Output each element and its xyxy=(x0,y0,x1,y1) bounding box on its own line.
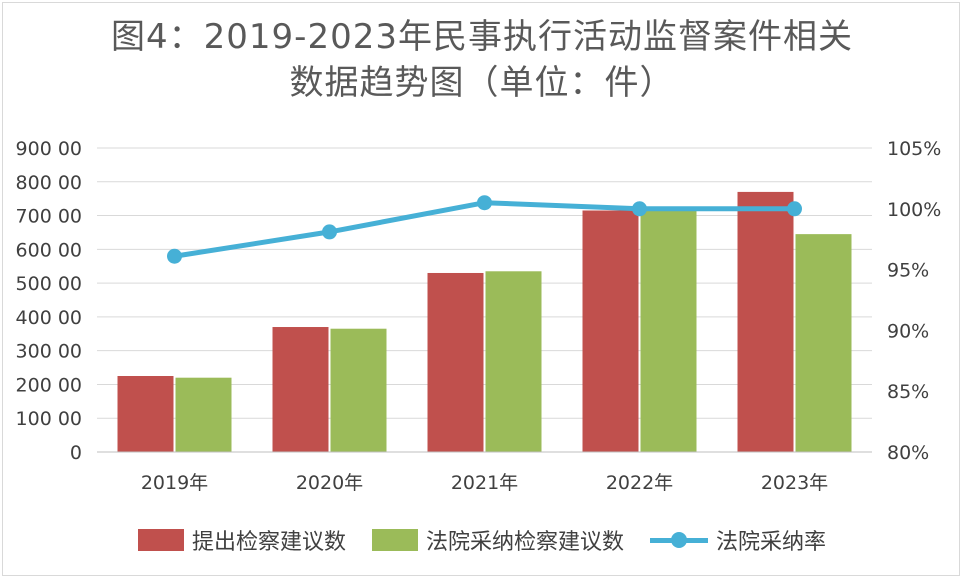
y-right-tick-label: 90% xyxy=(887,320,929,342)
legend-item-proposals: 提出检察建议数 xyxy=(137,524,346,556)
y-left-tick-label: 900 00 xyxy=(16,138,82,160)
y-left-tick-label: 500 00 xyxy=(16,273,82,295)
legend-swatch-rate xyxy=(650,529,708,551)
y-right-tick-label: 100% xyxy=(887,199,941,221)
x-tick-label: 2023年 xyxy=(761,472,828,494)
bar-adopted xyxy=(795,234,852,452)
x-tick-label: 2022年 xyxy=(606,472,673,494)
y-left-tick-label: 0 xyxy=(70,442,82,464)
bar-proposals xyxy=(582,210,639,452)
bar-adopted xyxy=(485,271,542,452)
x-tick-label: 2021年 xyxy=(451,472,518,494)
bar-adopted xyxy=(330,328,387,452)
point-rate xyxy=(477,195,492,211)
chart-title-line-2: 数据趋势图（单位：件） xyxy=(289,63,675,103)
bar-proposals xyxy=(117,376,174,452)
y-left-tick-label: 700 00 xyxy=(16,206,82,228)
y-right-tick-label: 95% xyxy=(887,260,929,282)
chart-title-line-1: 图4：2019-2023年民事执行活动监督案件相关 xyxy=(111,17,853,57)
y-left-tick-label: 300 00 xyxy=(16,341,82,363)
bar-adopted xyxy=(640,210,697,452)
y-left-tick-label: 400 00 xyxy=(16,307,82,329)
legend-label-proposals: 提出检察建议数 xyxy=(191,530,346,555)
point-rate xyxy=(632,201,647,217)
y-right-tick-label: 105% xyxy=(887,138,941,160)
y-left-tick-label: 600 00 xyxy=(16,239,82,261)
point-rate xyxy=(787,201,802,217)
point-rate xyxy=(322,224,337,240)
y-left-tick-label: 200 00 xyxy=(16,374,82,396)
legend-item-rate: 法院采纳率 xyxy=(650,524,826,556)
y-right-tick-label: 80% xyxy=(887,442,929,464)
y-right-tick-label: 85% xyxy=(887,381,929,403)
legend-swatch-adopted xyxy=(371,529,418,551)
chart-legend: 提出检察建议数 法院采纳检察建议数 法院采纳率 xyxy=(0,520,964,560)
legend-swatch-proposals xyxy=(137,529,184,551)
x-tick-label: 2020年 xyxy=(296,472,363,494)
y-left-tick-label: 800 00 xyxy=(16,172,82,194)
legend-item-adopted: 法院采纳检察建议数 xyxy=(371,524,624,556)
y-left-tick-label: 100 00 xyxy=(16,408,82,430)
bar-proposals xyxy=(427,272,484,452)
chart-title: 图4：2019-2023年民事执行活动监督案件相关 数据趋势图（单位：件） xyxy=(0,14,964,106)
bar-proposals xyxy=(737,191,794,452)
series-line-rate xyxy=(174,200,795,259)
point-rate xyxy=(167,248,182,264)
bar-adopted xyxy=(175,377,232,452)
x-tick-label: 2019年 xyxy=(141,472,208,494)
legend-label-adopted: 法院采纳检察建议数 xyxy=(425,530,624,555)
legend-label-rate: 法院采纳率 xyxy=(716,530,827,555)
bar-proposals xyxy=(272,327,329,452)
